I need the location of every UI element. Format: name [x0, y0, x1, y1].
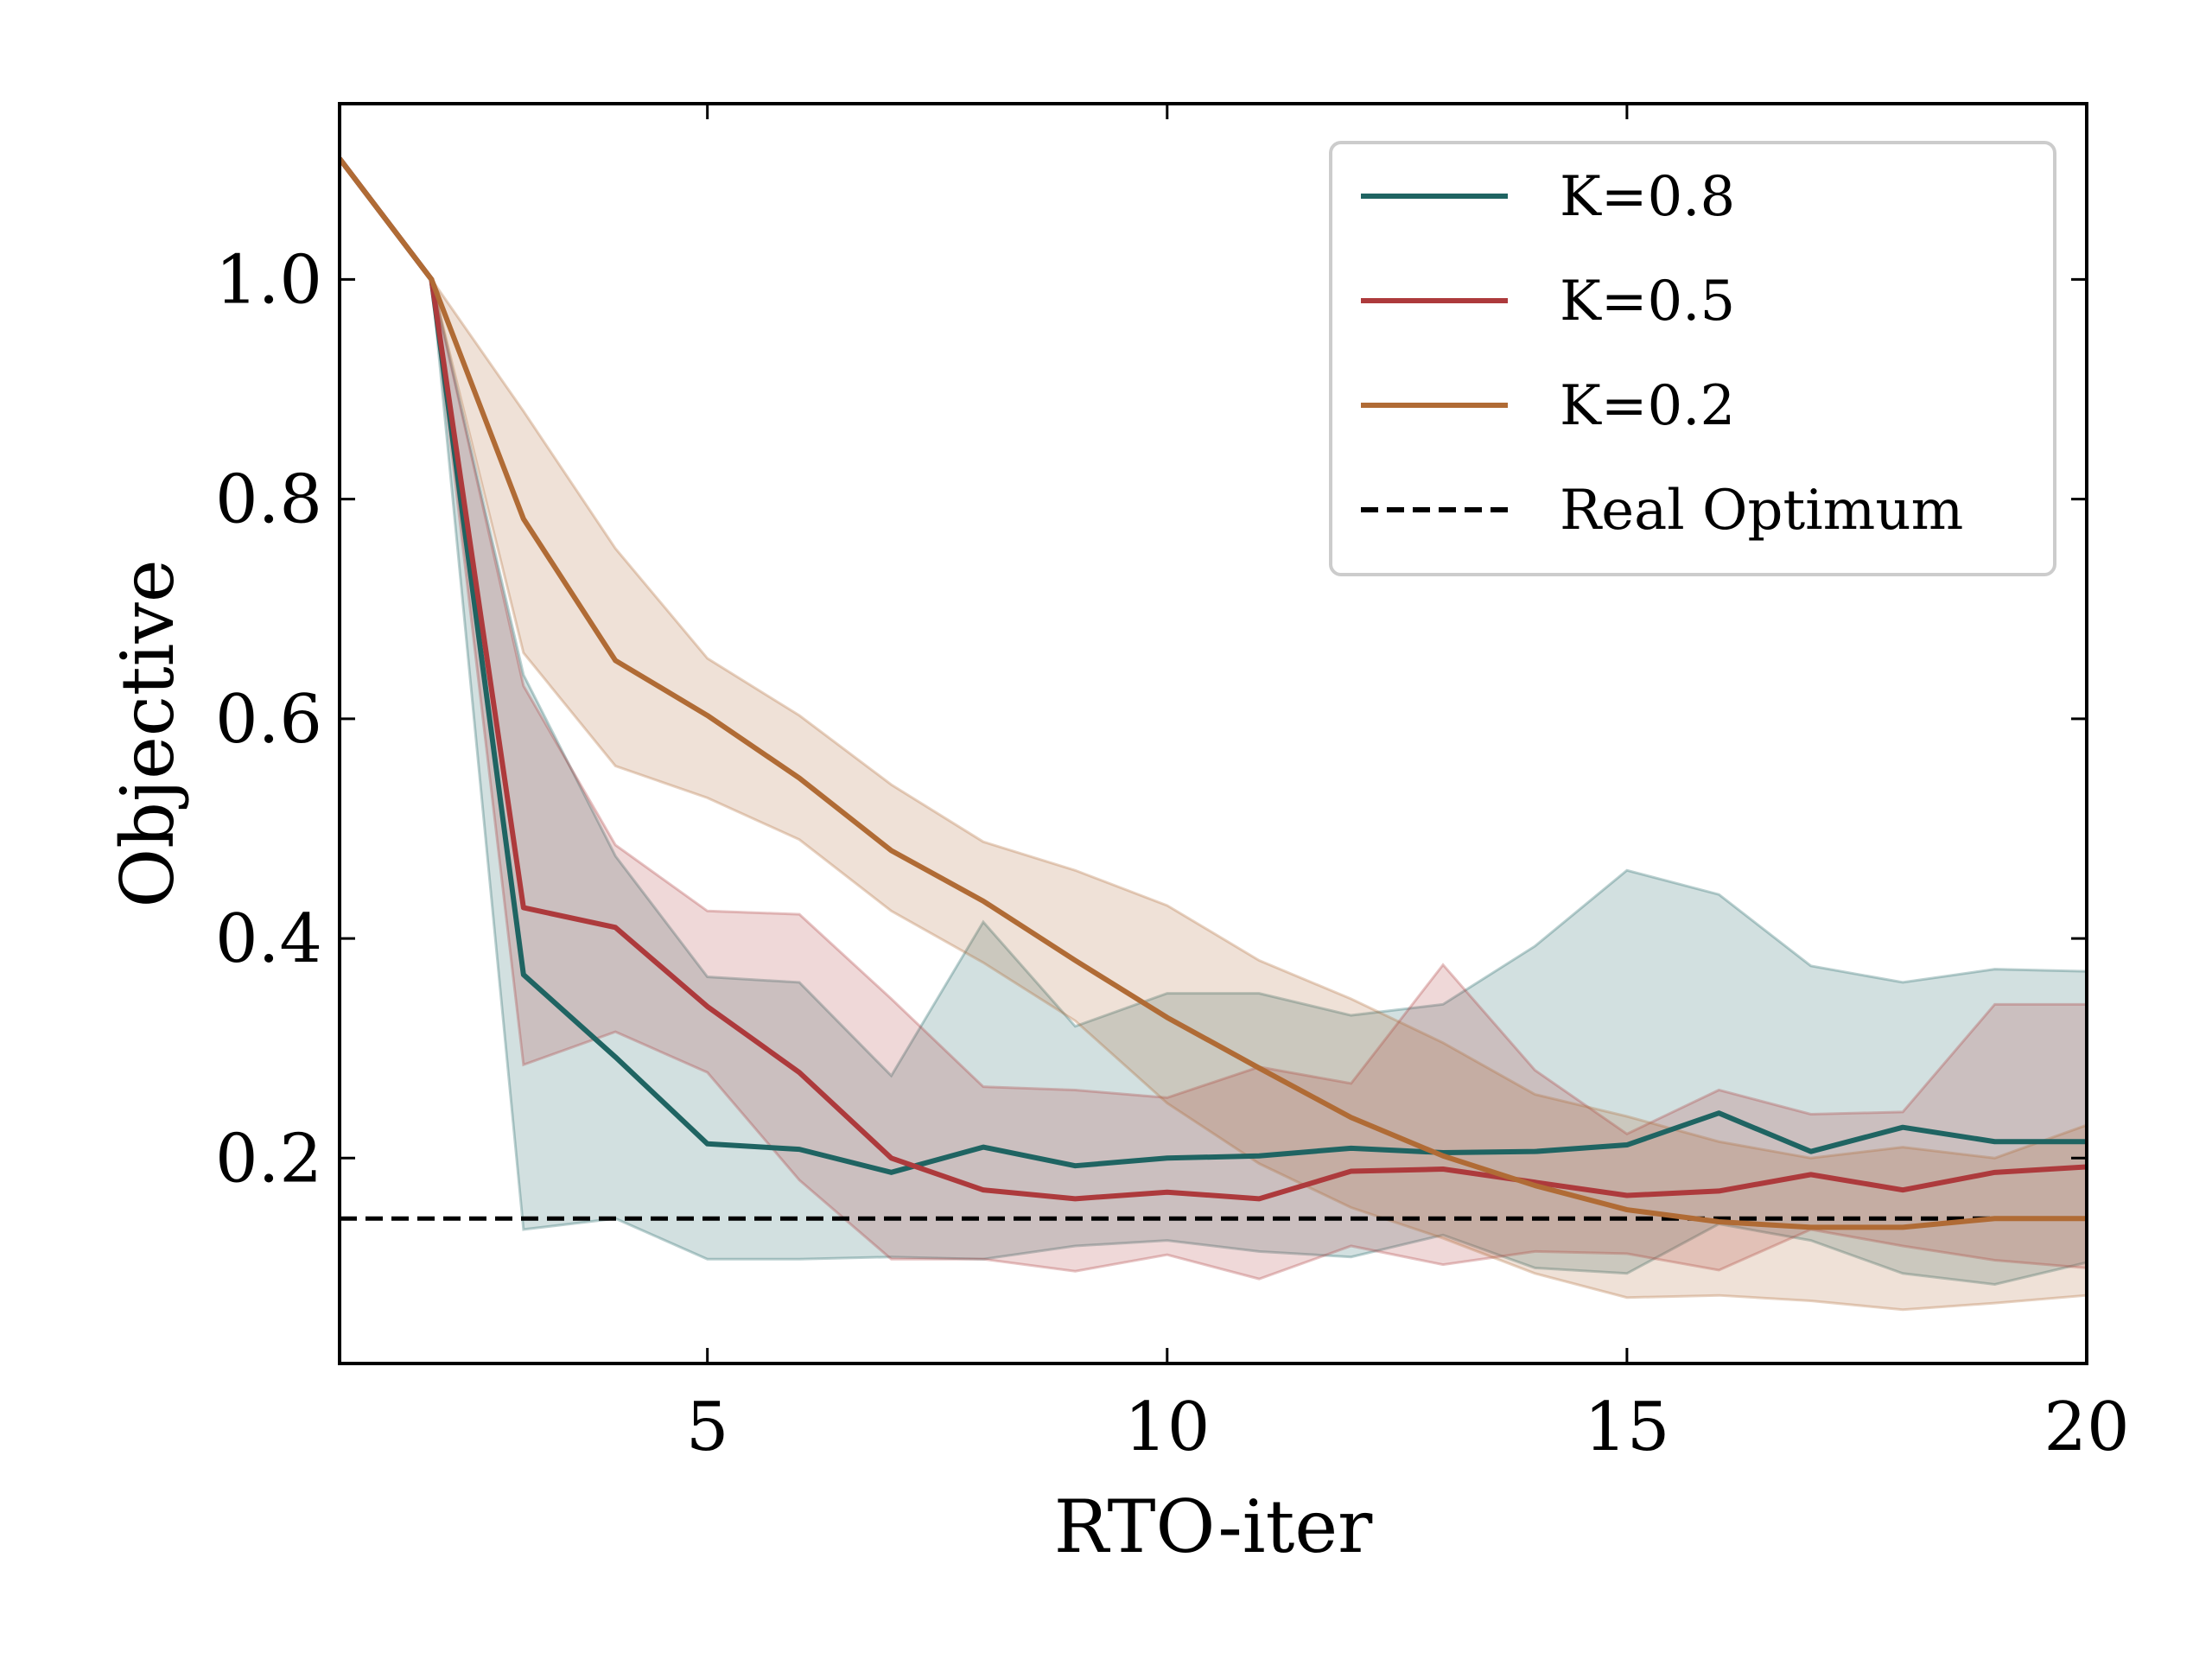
y-tick-label: 0.2 — [215, 1120, 322, 1198]
line-series-2 — [340, 156, 2087, 1202]
legend-label: K=0.5 — [1560, 270, 1735, 334]
series-lines — [340, 156, 2087, 1230]
legend: K=0.8 K=0.5 K=0.2 Real Optimum — [1329, 141, 2056, 576]
x-tick-label: 15 — [1584, 1389, 1669, 1466]
line-series-1 — [340, 156, 2087, 1175]
x-tick-label: 10 — [1124, 1389, 1210, 1466]
x-tick-label: 5 — [686, 1389, 729, 1466]
legend-box — [1329, 141, 2056, 576]
confidence-bands — [340, 157, 2087, 1312]
y-tick-label: 0.6 — [215, 681, 322, 759]
band-series-2 — [340, 157, 2087, 1281]
band-series-3 — [340, 157, 2087, 1312]
line-series-3 — [340, 156, 2087, 1230]
legend-label: K=0.8 — [1560, 165, 1735, 229]
plot-frame — [338, 102, 2088, 1365]
legend-label: Real Optimum — [1560, 479, 1963, 543]
y-axis-label: Objective — [105, 559, 190, 907]
legend-label: K=0.2 — [1560, 374, 1735, 438]
axis-ticks: 5 10 15 20 0.2 0.4 0.6 0.8 1.0 — [215, 104, 2130, 1466]
x-axis-label: RTO-iter — [1054, 1484, 1373, 1569]
y-tick-label: 0.4 — [215, 900, 322, 978]
y-tick-label: 0.8 — [215, 461, 322, 539]
y-tick-label: 1.0 — [215, 241, 322, 319]
x-tick-label: 20 — [2044, 1389, 2129, 1466]
band-series-1 — [340, 157, 2087, 1286]
